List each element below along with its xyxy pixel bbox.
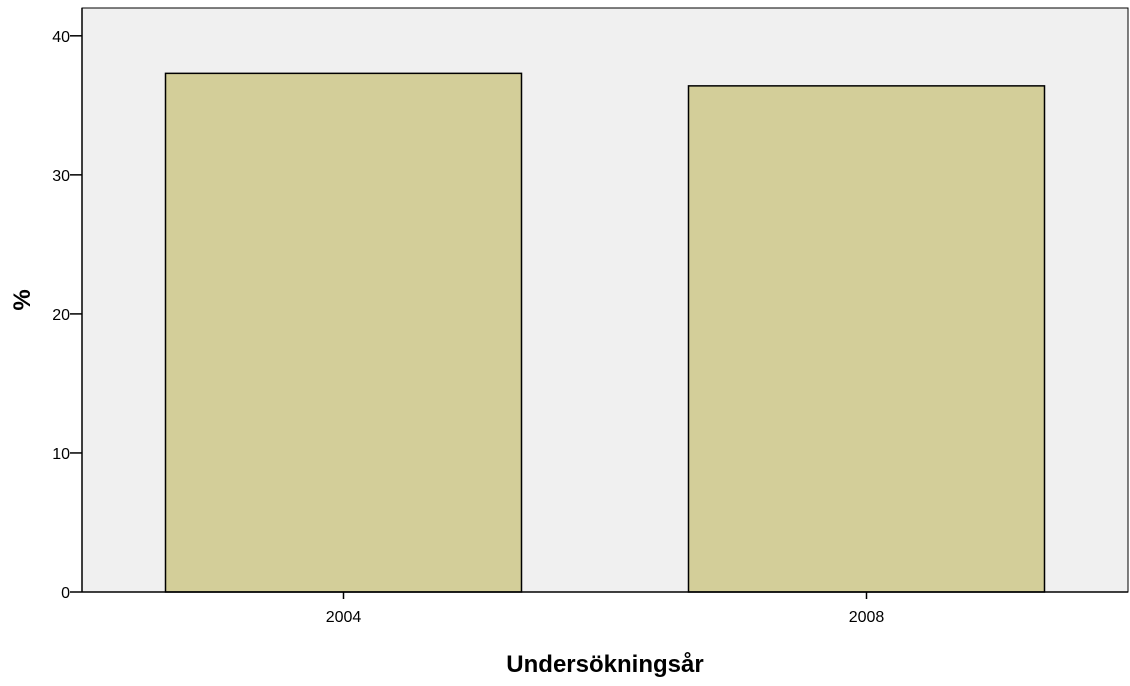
x-axis-title: Undersökningsår bbox=[506, 651, 703, 678]
x-tick-label: 2004 bbox=[326, 609, 362, 626]
bar-2004 bbox=[164, 72, 523, 593]
y-tick-label: 30 bbox=[52, 168, 70, 185]
bars-group bbox=[164, 72, 1046, 593]
x-tick-label: 2008 bbox=[849, 609, 885, 626]
y-tick-label: 40 bbox=[52, 29, 70, 46]
y-axis-title: % bbox=[9, 289, 36, 310]
bar-2008 bbox=[687, 85, 1046, 593]
y-tick-label: 20 bbox=[52, 307, 70, 324]
x-axis: 2004 2008 bbox=[82, 591, 1128, 626]
y-axis: 0 10 20 30 40 bbox=[52, 8, 83, 602]
y-tick-label: 0 bbox=[61, 585, 70, 602]
y-tick-label: 10 bbox=[52, 446, 70, 463]
